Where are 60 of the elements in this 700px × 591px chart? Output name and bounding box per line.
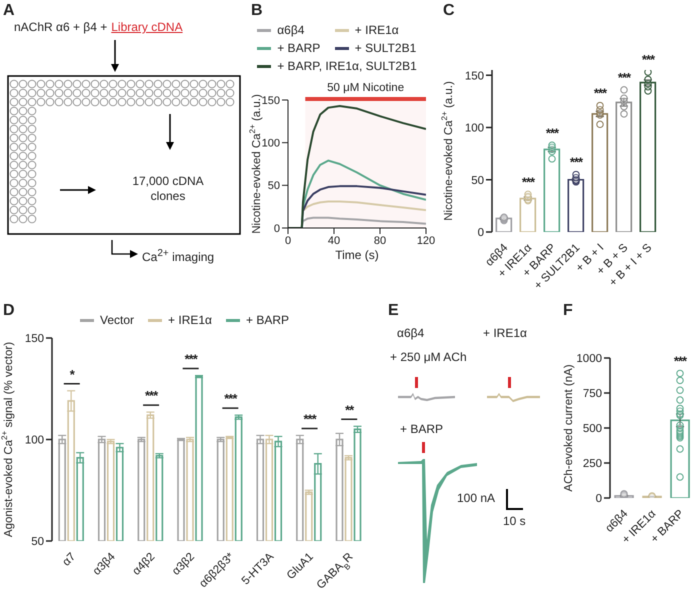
annotation: ***	[570, 154, 584, 170]
text: 10 s	[503, 514, 526, 528]
y-tick-label: 0	[274, 222, 280, 235]
text: Library cDNA	[111, 20, 183, 34]
x-tick-label: 0	[284, 234, 292, 247]
x-axis-title: Time (s)	[335, 248, 379, 262]
annotation: ***	[594, 86, 608, 101]
text: + 250 μM ACh	[390, 350, 467, 364]
y-tick-label: 50	[31, 536, 44, 548]
annotation: ***	[618, 70, 632, 85]
text: nAChR α6 + β4 +	[14, 20, 108, 34]
text: ***	[642, 52, 656, 68]
legend-label: + IRE1α	[168, 312, 212, 328]
legend-label: α6β4	[277, 22, 304, 38]
legend-label: + BARP	[246, 312, 290, 328]
y-tick-label: 150	[262, 94, 280, 107]
y-tick-label: 100	[24, 434, 44, 447]
y-tick-label: 50	[268, 180, 280, 192]
y-tick-label: 250	[582, 458, 602, 470]
y-tick-label: 500	[582, 423, 602, 436]
y-tick-label: 50	[471, 174, 484, 187]
chart-title: D	[3, 302, 15, 320]
legend-label: Vector	[100, 312, 134, 328]
annotation: ***	[224, 391, 238, 406]
x-tick-label: 40	[328, 234, 340, 247]
y-axis-title: ACh-evoked current (nA)	[563, 364, 576, 492]
annotation: ***	[674, 353, 688, 368]
text: α6β4	[397, 326, 424, 340]
legend-label: + BARP	[277, 40, 320, 56]
y-tick-label: 0	[596, 493, 602, 506]
y-tick-label: 100	[262, 138, 280, 150]
text: + BARP	[400, 422, 444, 436]
chart-title: B	[251, 2, 263, 20]
annotation: *	[70, 366, 76, 382]
y-tick-label: 1000	[576, 353, 602, 366]
text: A	[3, 2, 15, 20]
y-tick-label: 150	[464, 70, 484, 82]
x-tick-label: 120	[416, 234, 436, 247]
y-tick-label: 100	[464, 122, 484, 135]
legend-label: + SULT2B1	[354, 40, 416, 56]
x-tick-label: α7	[60, 550, 78, 569]
text: 100 nA	[457, 491, 496, 505]
chart-title: F	[563, 302, 573, 320]
text: + IRE1α	[483, 326, 527, 340]
annotation: ***	[546, 125, 560, 140]
legend-label: + IRE1α	[354, 22, 399, 38]
text: E	[388, 302, 399, 320]
x-tick-label: 80	[374, 234, 386, 247]
chart-title: C	[443, 2, 455, 20]
annotation: ***	[184, 352, 199, 367]
y-tick-label: 150	[24, 333, 44, 346]
y-tick-label: 750	[582, 388, 602, 400]
annotation: **	[345, 402, 356, 418]
band-label: 50 μM Nicotine	[327, 82, 404, 94]
text: Ca$^{2+}$ imaging	[142, 248, 214, 264]
annotation: ***	[522, 174, 536, 190]
annotation: ***	[144, 388, 160, 404]
annotation: ***	[303, 411, 318, 426]
text: 17,000 cDNA clones	[132, 174, 204, 203]
legend-label: + BARP, IRE1α, SULT2B1	[277, 58, 417, 74]
